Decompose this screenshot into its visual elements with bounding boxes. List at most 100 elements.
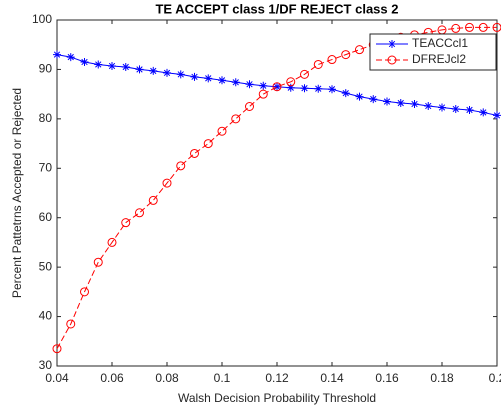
marker-asterisk (300, 84, 309, 93)
marker (203, 139, 213, 149)
x-tick-label: 0.06 (100, 371, 124, 385)
marker (259, 81, 268, 90)
x-tick-label: 0.2 (489, 371, 501, 385)
marker-asterisk (328, 85, 336, 94)
marker-circle (135, 208, 144, 218)
marker-asterisk (493, 111, 501, 120)
y-tick-label: 70 (39, 160, 53, 174)
marker (190, 148, 199, 158)
marker (478, 22, 488, 32)
marker-circle (148, 195, 158, 205)
marker-circle (387, 55, 397, 65)
marker (410, 100, 419, 109)
marker-circle (341, 50, 351, 60)
x-tick-label: 0.16 (375, 371, 399, 385)
marker (231, 78, 240, 87)
x-tick-label: 0.12 (265, 371, 289, 385)
marker-asterisk (479, 108, 488, 117)
plot-area (57, 20, 497, 366)
marker-asterisk (465, 105, 474, 114)
marker (258, 89, 268, 99)
marker (355, 45, 364, 55)
marker (66, 319, 76, 329)
chart-title: TE ACCEPT class 1/DF REJECT class 2 (155, 1, 398, 16)
marker (465, 105, 474, 114)
marker (451, 23, 461, 33)
marker-asterisk (451, 104, 460, 113)
marker-circle (203, 139, 213, 149)
marker-asterisk (190, 72, 199, 81)
marker (355, 92, 364, 101)
marker-circle (451, 23, 461, 33)
marker-asterisk (149, 66, 158, 75)
marker-circle (478, 22, 488, 32)
y-tick-label: 30 (39, 358, 53, 372)
marker-asterisk (355, 92, 364, 101)
marker (245, 80, 254, 89)
y-tick-label: 80 (39, 111, 53, 125)
marker (383, 97, 391, 106)
marker (53, 50, 61, 59)
marker-circle (327, 55, 337, 65)
marker (52, 344, 62, 354)
marker (245, 102, 254, 111)
y-tick-label: 100 (32, 12, 52, 26)
marker (176, 70, 185, 79)
marker-asterisk (388, 40, 396, 48)
axes-box (56, 19, 498, 367)
marker-circle (80, 287, 89, 297)
y-tick-label: 40 (39, 309, 53, 323)
marker-asterisk (163, 68, 171, 77)
marker (93, 257, 103, 267)
x-axis-label: Walsh Decision Probability Threshold (178, 391, 376, 405)
x-tick-label: 0.18 (430, 371, 454, 385)
marker (300, 69, 309, 79)
marker-asterisk (369, 95, 378, 104)
marker (396, 99, 405, 108)
marker-asterisk (80, 58, 89, 67)
marker-asterisk (204, 74, 213, 83)
marker-circle (258, 89, 268, 99)
marker (148, 195, 158, 205)
marker (108, 61, 116, 70)
marker-circle (121, 218, 131, 228)
marker (438, 103, 446, 112)
marker (163, 68, 171, 77)
marker-asterisk (314, 84, 323, 93)
marker (286, 83, 295, 92)
marker (121, 62, 130, 71)
marker-asterisk (121, 62, 130, 71)
marker-circle (272, 82, 282, 92)
marker (341, 50, 351, 60)
marker (465, 22, 474, 32)
marker (204, 74, 213, 83)
marker (231, 114, 241, 124)
marker-circle (66, 319, 76, 329)
marker-circle (231, 114, 241, 124)
x-tick-label: 0.04 (45, 371, 69, 385)
legend: TEACCcl1 DFREJcl2 (369, 33, 497, 71)
marker-circle (176, 161, 186, 171)
series-line (56, 26, 497, 349)
legend-label: DFREJcl2 (412, 52, 466, 66)
marker-asterisk (108, 61, 116, 70)
marker (66, 53, 75, 62)
marker (388, 40, 396, 48)
marker (493, 111, 501, 120)
marker (369, 95, 378, 104)
y-tick-label: 50 (39, 259, 53, 273)
marker (479, 108, 488, 117)
marker-asterisk (218, 76, 226, 85)
marker (327, 55, 337, 65)
marker-circle (492, 22, 501, 32)
marker-asterisk (53, 50, 61, 59)
marker-asterisk (341, 89, 350, 98)
marker (121, 218, 131, 228)
marker-circle (190, 148, 199, 158)
marker-asterisk (424, 102, 433, 111)
y-axis-label: Percent Pattetrns Accepted or Rejected (10, 88, 24, 298)
marker-circle (52, 344, 62, 354)
marker-circle (107, 237, 117, 247)
x-tick-label: 0.14 (320, 371, 344, 385)
marker (107, 237, 117, 247)
